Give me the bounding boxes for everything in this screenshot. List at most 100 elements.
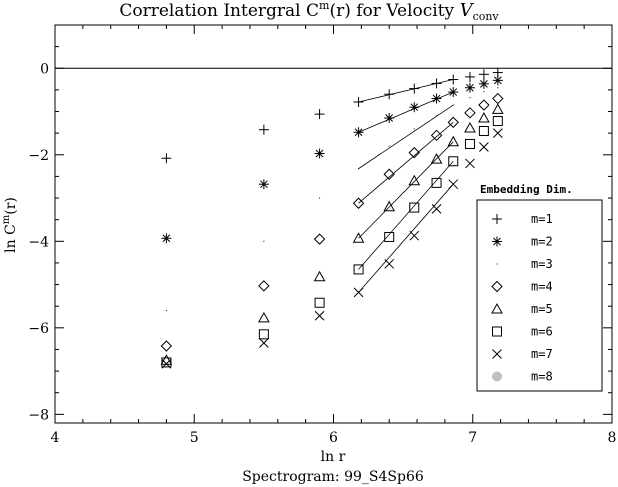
data-point-m=1 xyxy=(478,69,489,80)
data-point-m=1 xyxy=(409,83,420,94)
x-tick-label: 7 xyxy=(468,430,477,446)
data-point-m=4 xyxy=(408,146,420,159)
data-point-m=5 xyxy=(491,103,504,114)
data-point-m=7 xyxy=(314,310,325,321)
data-point-m=5 xyxy=(464,121,476,133)
legend-label: m=4 xyxy=(531,280,553,294)
data-point-m=1 xyxy=(258,124,269,135)
fit-line xyxy=(358,122,454,204)
legend-label: m=8 xyxy=(531,370,553,384)
legend: Embedding Dim. m=1 m=2 m=3 m=4 m=5 m=6 m=7 m=8 xyxy=(476,183,603,392)
data-point-m=1 xyxy=(161,153,172,164)
data-point-m=6 xyxy=(478,125,489,136)
data-point-m=3 xyxy=(319,197,321,199)
data-point-m=4 xyxy=(258,280,270,292)
data-point-m=5 xyxy=(258,311,270,323)
data-point-m=2 xyxy=(353,127,364,138)
data-point-m=2 xyxy=(492,75,503,86)
legend-marker-m=4 xyxy=(491,280,503,293)
legend-items: m=1 m=2 m=3 m=4 m=5 m=6 m=7 m=8 xyxy=(491,212,553,384)
fit-line xyxy=(358,183,454,293)
data-point-m=4 xyxy=(313,233,326,245)
data-point-m=3 xyxy=(497,87,499,89)
legend-label: m=6 xyxy=(531,325,553,339)
axis-ticks: 4 5 6 7 8 0 −2 −4 −6 −8 xyxy=(28,24,617,446)
data-point-m=6 xyxy=(384,231,395,242)
fit-lines xyxy=(358,79,454,293)
legend-marker-m=5 xyxy=(491,302,503,314)
data-point-m=3 xyxy=(436,115,438,117)
data-point-m=2 xyxy=(448,87,459,98)
fit-line xyxy=(358,104,454,169)
data-point-m=2 xyxy=(161,233,172,244)
data-point-m=4 xyxy=(430,129,443,142)
x-tick-label: 4 xyxy=(51,430,60,446)
data-point-m=2 xyxy=(431,93,442,104)
legend-marker-m=1 xyxy=(492,214,502,224)
legend-label: m=2 xyxy=(531,235,553,249)
legend-title: Embedding Dim. xyxy=(480,183,573,196)
y-axis-label: ln Cm(r) xyxy=(1,197,19,253)
data-point-m=3 xyxy=(388,145,390,147)
legend-label: m=5 xyxy=(531,302,553,316)
data-point-m=1 xyxy=(353,97,364,108)
data-point-m=7 xyxy=(353,287,364,298)
data-point-m=4 xyxy=(478,99,490,111)
data-point-m=6 xyxy=(258,329,269,340)
y-tick-label: −8 xyxy=(28,407,49,423)
data-point-m=4 xyxy=(383,168,395,180)
data-point-m=5 xyxy=(352,232,365,243)
x-tick-label: 8 xyxy=(608,430,617,446)
data-point-m=1 xyxy=(431,78,442,89)
legend-marker-m=8 xyxy=(492,371,502,382)
data-point-m=5 xyxy=(313,270,326,282)
data-point-m=2 xyxy=(409,102,420,113)
legend-label: m=1 xyxy=(531,212,553,226)
data-point-m=7 xyxy=(384,258,395,269)
data-point-m=2 xyxy=(314,148,325,159)
data-point-m=4 xyxy=(160,340,173,352)
legend-marker-m=2 xyxy=(492,236,502,247)
data-point-m=7 xyxy=(161,358,172,369)
data-points xyxy=(160,67,504,369)
data-point-m=3 xyxy=(358,168,360,170)
data-point-m=2 xyxy=(464,82,475,93)
data-point-m=1 xyxy=(384,89,395,100)
data-point-m=3 xyxy=(483,91,485,93)
data-point-m=3 xyxy=(165,310,167,312)
data-point-m=6 xyxy=(409,202,420,213)
legend-box xyxy=(476,199,603,392)
data-point-m=6 xyxy=(464,138,475,149)
y-tick-label: −2 xyxy=(28,148,49,164)
data-point-m=1 xyxy=(448,74,459,85)
data-point-m=6 xyxy=(314,297,325,308)
data-point-m=4 xyxy=(464,107,476,119)
data-point-m=5 xyxy=(383,200,396,212)
data-point-m=2 xyxy=(384,113,395,124)
data-point-m=1 xyxy=(464,71,475,82)
data-point-m=1 xyxy=(314,109,325,120)
data-point-m=5 xyxy=(430,153,443,164)
x-tick-label: 6 xyxy=(329,430,338,446)
data-point-m=3 xyxy=(452,104,454,106)
data-point-m=3 xyxy=(263,240,265,242)
data-point-m=5 xyxy=(408,174,421,186)
data-point-m=6 xyxy=(431,177,442,188)
legend-marker-m=7 xyxy=(492,349,502,359)
data-point-m=2 xyxy=(258,179,269,190)
data-point-m=5 xyxy=(447,135,460,147)
chart-title: Correlation Intergral Cm(r) for Velocity… xyxy=(119,0,499,23)
y-tick-label: −4 xyxy=(28,234,49,250)
data-point-m=4 xyxy=(492,92,504,105)
x-axis-label: ln r xyxy=(321,449,346,465)
x-tick-label: 5 xyxy=(190,430,199,446)
data-point-m=3 xyxy=(413,128,415,130)
data-point-m=5 xyxy=(478,111,490,123)
fit-line xyxy=(358,141,454,239)
legend-marker-m=3 xyxy=(496,263,498,265)
y-tick-label: 0 xyxy=(40,61,49,77)
data-point-m=7 xyxy=(409,230,420,241)
data-point-m=4 xyxy=(447,116,459,129)
data-point-m=3 xyxy=(469,97,471,99)
